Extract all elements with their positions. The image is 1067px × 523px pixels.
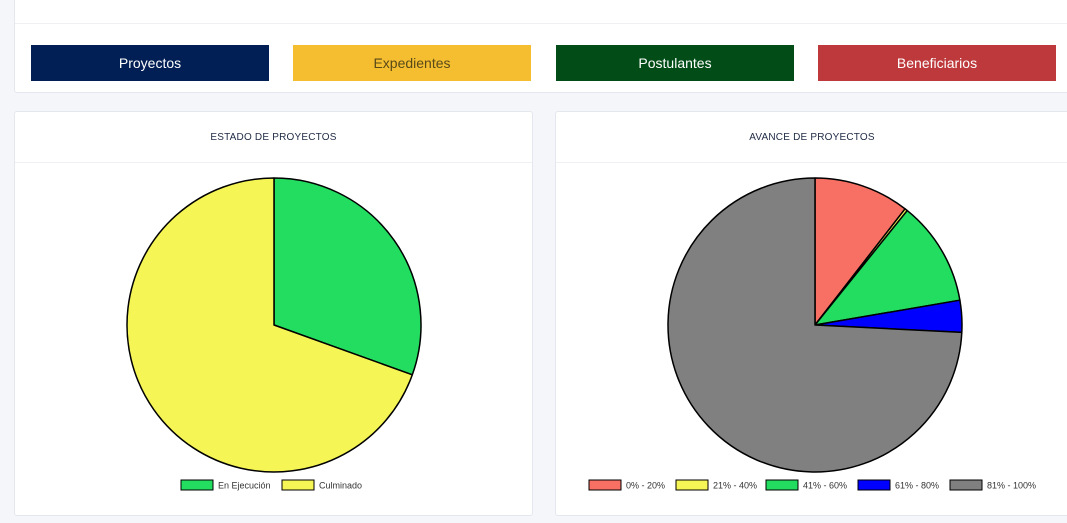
pie-slice-en-ejecuci-n[interactable] bbox=[273, 177, 422, 376]
legend-swatch bbox=[180, 479, 214, 491]
legend-item-41-60[interactable]: 41% - 60% bbox=[765, 479, 847, 491]
postulantes-button[interactable]: Postulantes bbox=[556, 45, 794, 81]
pie-slice-41-60[interactable] bbox=[814, 209, 961, 326]
estado-proyectos-pie-chart: En Ejecución Culminado bbox=[126, 177, 422, 491]
chart-title: AVANCE DE PROYECTOS bbox=[556, 112, 1067, 163]
avance-proyectos-pie-chart: 0% - 20% 21% - 40% 41% - 60% 61% - 80% 81% -… bbox=[588, 177, 1036, 491]
chart-title: ESTADO DE PROYECTOS bbox=[15, 112, 532, 163]
legend-swatch bbox=[765, 479, 799, 491]
legend-item-culminado[interactable]: Culminado bbox=[281, 479, 362, 491]
legend-label: 81% - 100% bbox=[987, 481, 1036, 491]
proyectos-button[interactable]: Proyectos bbox=[31, 45, 269, 81]
legend-item-en-ejecuci-n[interactable]: En Ejecución bbox=[180, 479, 271, 491]
pie-slice-culminado[interactable] bbox=[126, 177, 414, 473]
legend-item-21-40[interactable]: 21% - 40% bbox=[675, 479, 757, 491]
legend-label: 21% - 40% bbox=[713, 481, 757, 491]
pie-slice-0-20[interactable] bbox=[814, 177, 906, 326]
legend-label: 41% - 60% bbox=[803, 481, 847, 491]
legend-swatch bbox=[281, 479, 315, 491]
legend-swatch bbox=[949, 479, 983, 491]
legend-label: 0% - 20% bbox=[626, 481, 665, 491]
legend-item-81-100[interactable]: 81% - 100% bbox=[949, 479, 1036, 491]
top-divider bbox=[15, 23, 1067, 24]
legend-item-0-20[interactable]: 0% - 20% bbox=[588, 479, 665, 491]
estado-proyectos-panel: ESTADO DE PROYECTOS En Ejecución Culminad… bbox=[14, 111, 533, 516]
beneficiarios-button[interactable]: Beneficiarios bbox=[818, 45, 1056, 81]
avance-proyectos-panel: AVANCE DE PROYECTOS 0% - 20% 21% - 40% 41%… bbox=[555, 111, 1067, 516]
legend-swatch bbox=[675, 479, 709, 491]
legend-swatch bbox=[857, 479, 891, 491]
legend-label: En Ejecución bbox=[218, 481, 271, 491]
expedientes-button[interactable]: Expedientes bbox=[293, 45, 531, 81]
pie-slice-81-100[interactable] bbox=[667, 177, 963, 473]
legend-swatch bbox=[588, 479, 622, 491]
legend-label: 61% - 80% bbox=[895, 481, 939, 491]
legend-item-61-80[interactable]: 61% - 80% bbox=[857, 479, 939, 491]
legend-label: Culminado bbox=[319, 481, 362, 491]
